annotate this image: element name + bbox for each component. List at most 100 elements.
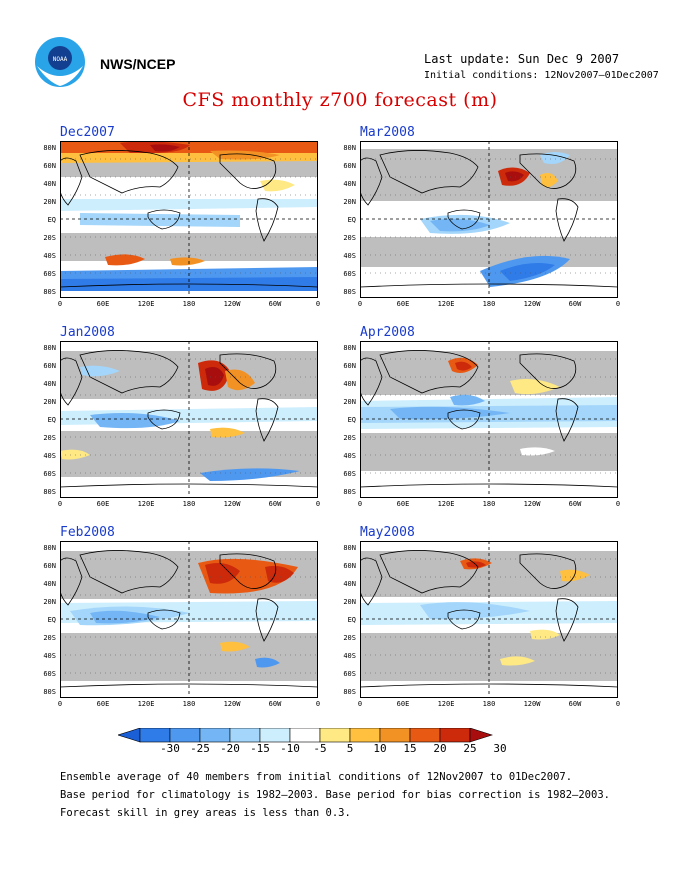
longitude-label: 0 <box>357 500 363 508</box>
latitude-label: 20S <box>343 234 356 242</box>
colorbar-tick-label: 30 <box>493 742 507 755</box>
longitude-label: 0 <box>315 500 321 508</box>
colorbar-tick-label: 25 <box>463 742 477 755</box>
latitude-label: 80N <box>343 144 356 152</box>
latitude-label: EQ <box>47 216 56 224</box>
anomaly-region <box>430 218 490 232</box>
anomaly-region <box>60 351 318 399</box>
anomaly-region <box>60 199 318 211</box>
latitude-label: 20N <box>43 198 56 206</box>
colorbar-swatch <box>139 728 171 743</box>
anomaly-region <box>220 641 250 652</box>
coastline <box>219 353 277 389</box>
latitude-label: 20N <box>343 198 356 206</box>
coastline <box>147 209 181 230</box>
latitude-label: 40S <box>43 252 56 260</box>
latitude-label: 80S <box>43 688 56 696</box>
latitude-label: 80N <box>43 344 56 352</box>
anomaly-region <box>105 254 145 266</box>
coastline <box>79 150 179 194</box>
anomaly-region <box>500 656 535 666</box>
coastline <box>379 550 479 594</box>
longitude-label: 120E <box>137 300 155 308</box>
forecast-map <box>60 541 318 698</box>
panel-title: May2008 <box>360 525 415 540</box>
anomaly-region <box>225 369 255 391</box>
latitude-label: 60N <box>343 562 356 570</box>
anomaly-region <box>255 657 280 668</box>
longitude-label: 120W <box>523 300 541 308</box>
coastline <box>360 483 618 488</box>
latitude-label: 40S <box>43 652 56 660</box>
longitude-label: 60W <box>268 700 282 708</box>
coastline <box>79 550 179 594</box>
coastline <box>255 598 279 642</box>
latitude-label: 40N <box>343 580 356 588</box>
longitude-label: 60E <box>96 500 110 508</box>
longitude-label: 180 <box>482 300 496 308</box>
coastline <box>360 557 383 606</box>
coastline <box>147 409 181 430</box>
longitude-label: 60W <box>568 300 582 308</box>
latitude-label: 80S <box>343 688 356 696</box>
latitude-label: 60N <box>343 362 356 370</box>
longitude-label: 60E <box>396 500 410 508</box>
longitude-label: 120E <box>437 700 455 708</box>
anomaly-region <box>60 449 90 460</box>
colorbar-tick-label: 20 <box>433 742 447 755</box>
coastline <box>60 557 83 606</box>
longitude-label: 0 <box>615 700 621 708</box>
coastline <box>360 157 383 206</box>
colorbar-swatch <box>439 728 471 743</box>
colorbar-tick-label: 5 <box>346 742 354 755</box>
longitude-label: 60W <box>268 500 282 508</box>
footer-line-base-period: Base period for climatology is 1982–2003… <box>60 789 610 801</box>
colorbar-swatch <box>199 728 231 743</box>
anomaly-region <box>200 468 300 481</box>
panel-title: Apr2008 <box>360 325 415 340</box>
coastline <box>555 598 579 642</box>
longitude-label: 0 <box>315 700 321 708</box>
coastline <box>447 609 481 630</box>
anomaly-region <box>560 569 590 582</box>
longitude-label: 120E <box>137 700 155 708</box>
anomaly-region <box>90 413 180 429</box>
colorbar-swatch <box>349 728 381 743</box>
colorbar-arrow-low <box>118 728 141 743</box>
coastline <box>555 198 579 242</box>
longitude-label: 120E <box>437 500 455 508</box>
latitude-label: 60N <box>343 162 356 170</box>
latitude-label: 20N <box>43 398 56 406</box>
longitude-label: 120E <box>137 500 155 508</box>
latitude-label: 40S <box>343 452 356 460</box>
coastline <box>360 357 383 406</box>
anomaly-region <box>170 257 205 266</box>
longitude-label: 0 <box>615 500 621 508</box>
longitude-label: 60E <box>96 700 110 708</box>
coastline <box>60 483 318 488</box>
longitude-label: 60W <box>568 500 582 508</box>
latitude-label: 20N <box>43 598 56 606</box>
latitude-label: 60S <box>43 670 56 678</box>
anomaly-region <box>510 379 560 395</box>
panel-title: Feb2008 <box>60 525 115 540</box>
latitude-label: 80S <box>343 288 356 296</box>
coastline <box>147 609 181 630</box>
latitude-label: 60S <box>343 270 356 278</box>
colorbar-tick-label: 10 <box>373 742 387 755</box>
footer-line-skill: Forecast skill in grey areas is less tha… <box>60 807 351 819</box>
latitude-label: EQ <box>347 616 356 624</box>
coastline <box>447 209 481 230</box>
latitude-label: 80N <box>43 544 56 552</box>
anomaly-region <box>360 149 618 201</box>
forecast-map <box>360 541 618 698</box>
longitude-label: 0 <box>315 300 321 308</box>
latitude-label: 60S <box>343 470 356 478</box>
latitude-label: 60S <box>43 270 56 278</box>
anomaly-region <box>450 394 485 406</box>
longitude-label: 120W <box>523 700 541 708</box>
latitude-label: 80S <box>343 488 356 496</box>
colorbar-arrow-high <box>469 728 493 743</box>
longitude-label: 180 <box>482 700 496 708</box>
longitude-label: 180 <box>182 300 196 308</box>
